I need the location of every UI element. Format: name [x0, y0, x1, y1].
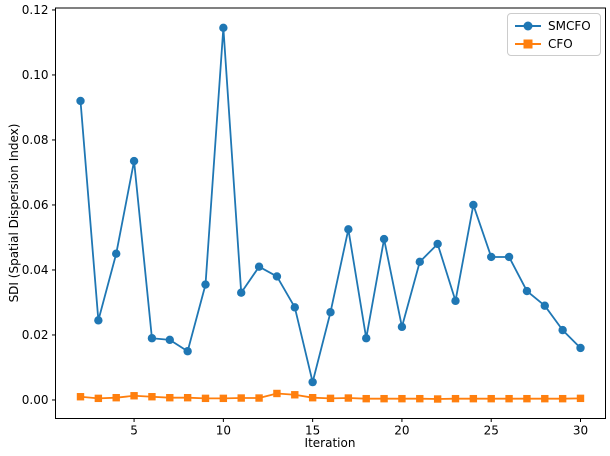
y-axis-title: SDI (Spatial Dispersion Index): [7, 123, 21, 303]
data-point: [326, 308, 335, 317]
data-point: [237, 288, 246, 297]
data-point: [112, 249, 121, 258]
data-point: [326, 394, 335, 403]
data-point: [76, 393, 85, 401]
data-point: [147, 334, 157, 343]
data-point: [362, 394, 370, 403]
data-point: [219, 394, 228, 403]
data-point: [576, 343, 585, 353]
data-point: [362, 334, 371, 343]
plot-border: [55, 7, 606, 419]
legend-line-square-marker-icon: [515, 39, 541, 48]
data-point: [505, 394, 513, 403]
data-point: [504, 252, 514, 262]
data-point: [112, 393, 120, 402]
data-point: [94, 394, 103, 403]
data-point: [166, 393, 174, 402]
y-tick-label: 0.02: [22, 328, 49, 342]
data-point: [451, 394, 460, 403]
data-point: [487, 252, 496, 262]
data-point: [344, 394, 353, 402]
y-tick-label: 0.06: [22, 198, 49, 212]
data-point: [541, 394, 549, 403]
y-tick-label: 0.08: [22, 133, 49, 147]
x-tick-label: 15: [305, 424, 320, 438]
y-tick-label: 0.04: [22, 263, 49, 277]
data-point: [558, 394, 567, 403]
x-tick-label: 25: [484, 424, 499, 438]
data-point: [576, 394, 585, 403]
y-tick-label: 0.10: [22, 68, 49, 82]
data-point: [379, 234, 389, 244]
data-point: [522, 286, 532, 296]
data-point: [129, 156, 139, 166]
data-point: [308, 377, 317, 387]
data-point: [183, 347, 192, 356]
data-point: [469, 200, 478, 210]
x-tick-label: 10: [216, 424, 231, 438]
x-tick-label: 20: [394, 424, 409, 438]
data-point: [433, 395, 442, 403]
y-tick-label: 0.00: [22, 393, 49, 407]
data-point: [219, 23, 228, 33]
data-point: [130, 392, 138, 400]
y-tick-label: 0.12: [22, 3, 49, 17]
data-point: [398, 394, 406, 403]
data-point: [558, 325, 567, 335]
legend-line-circle-marker-icon: [515, 21, 541, 30]
data-point: [254, 262, 264, 271]
data-point: [540, 301, 549, 310]
data-point: [451, 296, 460, 306]
data-point: [308, 393, 317, 402]
data-point: [487, 394, 495, 403]
x-axis-title: Iteration: [304, 436, 356, 450]
data-point: [183, 393, 192, 402]
data-point: [76, 96, 85, 106]
data-point: [397, 322, 407, 332]
data-point: [237, 394, 245, 402]
data-point: [148, 393, 156, 401]
data-point: [416, 394, 424, 403]
series-line-smcfo: [79, 26, 582, 383]
legend-label: SMCFO: [548, 18, 591, 33]
data-point: [165, 335, 174, 345]
data-point: [344, 225, 353, 234]
data-point: [272, 272, 282, 281]
legend-item-smcfo: SMCFO: [515, 18, 591, 33]
data-point: [201, 280, 210, 289]
data-point: [415, 257, 424, 267]
data-point: [523, 394, 531, 403]
data-point: [290, 303, 299, 312]
data-point: [255, 394, 263, 402]
data-point: [433, 239, 442, 249]
legend-item-cfo: CFO: [515, 36, 591, 51]
data-point: [201, 394, 210, 403]
data-point: [469, 394, 478, 403]
x-tick-label: 5: [130, 424, 138, 438]
x-tick-label: 30: [573, 424, 588, 438]
legend: SMCFO CFO: [507, 13, 601, 56]
legend-label: CFO: [548, 36, 573, 51]
data-point: [94, 316, 103, 325]
data-point: [273, 389, 281, 398]
data-point: [291, 391, 299, 399]
data-point: [380, 394, 388, 403]
